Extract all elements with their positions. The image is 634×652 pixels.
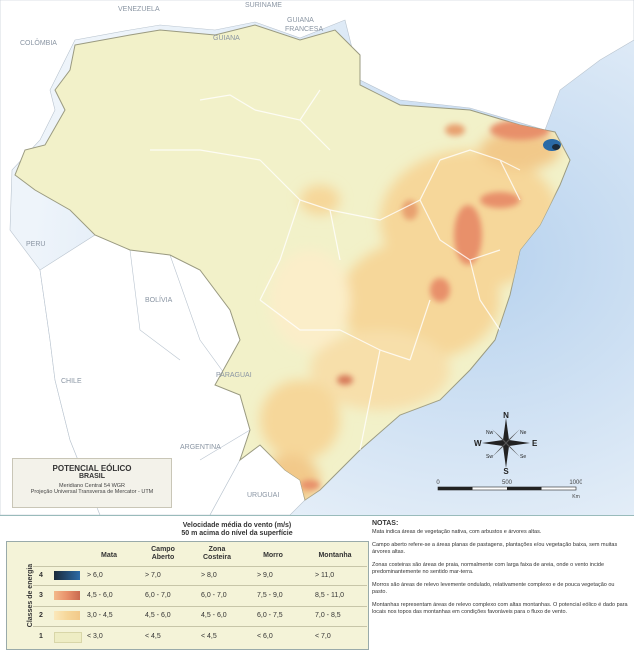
scale-max: 1000 <box>569 480 582 486</box>
legend-swatch-class3 <box>54 591 80 600</box>
legend-col-header: Mata <box>101 552 117 559</box>
legend-swatch-class4 <box>54 571 80 580</box>
legend-cell: 6,0 - 7,5 <box>257 612 283 619</box>
notes-panel: NOTAS: Mata indica áreas de vegetação na… <box>372 520 628 622</box>
legend-cell: 8,5 - 11,0 <box>315 592 345 599</box>
country-label-venezuela: VENEZUELA <box>118 6 160 13</box>
legend-cell: 3,0 - 4,5 <box>87 612 113 619</box>
country-label-argentina: ARGENTINA <box>180 444 221 451</box>
legend-cell: < 7,0 <box>315 633 331 640</box>
map-subtitle: BRASIL <box>78 473 106 480</box>
note-item: Montanhas representam áreas de relevo co… <box>372 602 628 615</box>
projection-meridian: Meridiano Central 54 WGR <box>58 483 126 489</box>
country-label-uruguai: URUGUAI <box>247 492 279 499</box>
legend-cell: 4,5 - 6,0 <box>201 612 227 619</box>
legend-cell: > 11,0 <box>315 572 335 579</box>
legend-cell: > 8,0 <box>201 572 217 579</box>
compass-sw: Sw <box>486 454 493 460</box>
legend-cell: > 9,0 <box>257 572 273 579</box>
compass-n: N <box>503 412 509 420</box>
legend-col-header: Campo Aberto <box>151 546 175 561</box>
legend-cell: 4,5 - 6,0 <box>87 592 113 599</box>
legend-class-number: 2 <box>39 612 43 619</box>
compass-rose-icon: N S W E Nw Ne Sw Se <box>474 412 538 474</box>
legend-cell: > 6,0 <box>87 572 103 579</box>
compass-ne: Ne <box>520 430 527 436</box>
legend-swatch-class1 <box>54 632 82 643</box>
legend-class-number: 4 <box>39 572 43 579</box>
legend-col-header: Montanha <box>318 552 352 559</box>
compass-se: Se <box>520 454 526 460</box>
scale-mid: 500 <box>502 480 513 486</box>
legend-cell: 6,0 - 7,0 <box>201 592 227 599</box>
country-label-colombia: COLÔMBIA <box>20 38 57 47</box>
note-item: Zonas costeiras são áreas de praia, norm… <box>372 562 605 575</box>
scale-unit: Km <box>572 494 580 500</box>
legend-title: Velocidade média do vento (m/s) <box>182 522 292 529</box>
country-label-chile: CHILE <box>61 378 82 385</box>
compass-nw: Nw <box>486 430 494 436</box>
notes-title: NOTAS: <box>372 520 399 527</box>
country-label-suriname: SURINAME <box>245 2 282 9</box>
compass-s: S <box>503 467 509 474</box>
map-title: POTENCIAL EÓLICO <box>52 464 132 473</box>
legend-class-number: 3 <box>39 592 43 599</box>
country-label-peru: PERU <box>26 241 45 248</box>
legend-class-number: 1 <box>39 633 43 640</box>
note-item: Mata indica áreas de vegetação nativa, c… <box>372 529 542 535</box>
state-borders <box>150 89 521 451</box>
legend-col-header: Zona Costeira <box>202 546 231 561</box>
legend-vertical-label: Classes de energia <box>27 563 35 628</box>
country-label-guiana-francesa-2: FRANCESA <box>285 26 323 33</box>
compass-e: E <box>532 439 538 448</box>
legend-divider <box>33 626 367 627</box>
projection-name: Projeção Universal Transversa de Mercato… <box>30 489 154 495</box>
legend-divider <box>33 566 367 567</box>
legend-subtitle: 50 m acima do nível da superfície <box>181 530 293 537</box>
class4-zone-core <box>552 144 560 150</box>
scale-bar: 0 500 1000 Km <box>436 480 582 500</box>
legend-cell: 4,5 - 6,0 <box>145 612 171 619</box>
class3-zones <box>300 120 550 490</box>
legend-cell: 6,0 - 7,0 <box>145 592 171 599</box>
country-label-paraguai: PARAGUAI <box>216 372 252 379</box>
legend-cell: > 7,0 <box>145 572 161 579</box>
country-label-guiana: GUIANA <box>213 35 240 42</box>
compass-w: W <box>474 439 482 448</box>
legend-divider <box>33 606 367 607</box>
legend-cell: < 3,0 <box>87 633 103 640</box>
country-label-bolivia: BOLÍVIA <box>145 295 173 304</box>
note-item: Campo aberto refere-se a áreas planas de… <box>372 542 618 555</box>
legend-panel: Velocidade média do vento (m/s) 50 m aci… <box>0 515 634 652</box>
note-item: Morros são áreas de relevo levemente ond… <box>372 582 615 595</box>
legend-divider <box>33 585 367 586</box>
legend-swatch-class2 <box>54 611 80 620</box>
legend-cell: < 4,5 <box>145 633 161 640</box>
map-canvas: VENEZUELA SURINAME GUIANA FRANCESA GUIAN… <box>0 0 634 515</box>
scale-zero: 0 <box>436 480 440 486</box>
legend-table: Classes de energia Mata Campo Aberto Zon… <box>6 541 369 650</box>
country-label-guiana-francesa-1: GUIANA <box>287 17 314 24</box>
legend-cell: < 4,5 <box>201 633 217 640</box>
legend-col-header: Morro <box>263 552 283 559</box>
legend-cell: < 6,0 <box>257 633 273 640</box>
legend-cell: 7,5 - 9,0 <box>257 592 283 599</box>
legend-cell: 7,0 - 8,5 <box>315 612 341 619</box>
map-title-box: POTENCIAL EÓLICO BRASIL Meridiano Centra… <box>12 458 172 508</box>
